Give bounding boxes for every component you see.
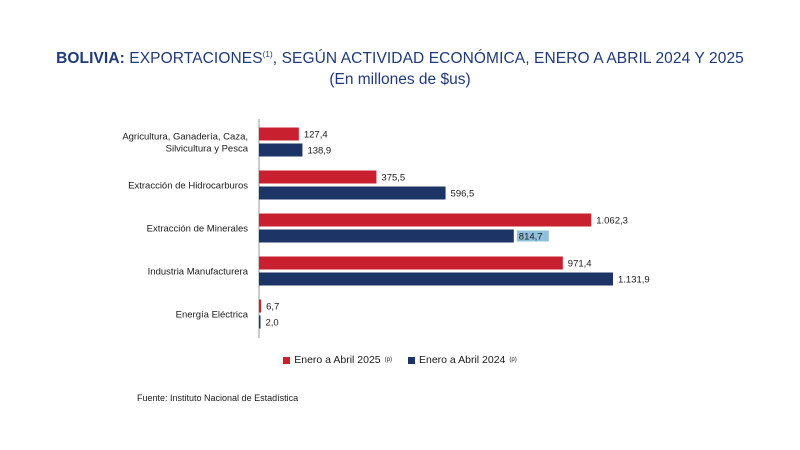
data-label: 138,9	[307, 146, 331, 157]
title-footnote-mark: (1)	[262, 50, 273, 59]
legend-sup-2024: (p)	[509, 357, 517, 363]
category-label: Silvicultura y Pesca	[166, 144, 249, 155]
source-note: Fuente: Instituto Nacional de Estadístic…	[137, 393, 299, 403]
legend-label-2025: Enero a Abril 2025	[294, 354, 381, 366]
category-label: Extracción de Hidrocarburos	[128, 181, 248, 192]
data-label: 127,4	[304, 130, 328, 141]
bar-2025	[259, 127, 299, 141]
bar-2025	[259, 170, 377, 184]
chart-title: BOLIVIA: EXPORTACIONES(1), SEGÚN ACTIVID…	[0, 50, 800, 68]
data-label-highlight	[516, 230, 549, 242]
bar-2024	[259, 186, 446, 200]
bar-2024	[259, 143, 303, 157]
data-label: 2,0	[266, 318, 279, 329]
data-label: 375,5	[381, 173, 405, 184]
category-label: Energía Eléctrica	[176, 310, 249, 321]
chart-title-block: BOLIVIA: EXPORTACIONES(1), SEGÚN ACTIVID…	[0, 50, 800, 89]
bar-2025	[259, 299, 262, 313]
data-label: 6,7	[266, 302, 279, 313]
category-label: Agricultura, Ganadería, Caza,	[122, 132, 248, 143]
data-label: 814,7	[519, 232, 543, 243]
chart-legend: Enero a Abril 2025 (p) Enero a Abril 2024…	[0, 354, 800, 366]
bar-2024	[259, 315, 261, 329]
legend-item-2025: Enero a Abril 2025 (p)	[283, 354, 392, 366]
data-label: 596,5	[451, 189, 475, 200]
legend-label-2024: Enero a Abril 2024	[419, 354, 506, 366]
data-label: 971,4	[568, 259, 592, 270]
legend-swatch-2024	[408, 356, 415, 364]
data-label: 1.062,3	[596, 216, 628, 227]
bar-2024	[259, 229, 514, 243]
category-label: Industria Manufacturera	[148, 267, 249, 278]
legend-sup-2025: (p)	[384, 357, 392, 363]
category-label: Extracción de Minerales	[147, 224, 249, 235]
bar-2024	[259, 272, 613, 286]
legend-item-2024: Enero a Abril 2024 (p)	[408, 354, 517, 366]
bar-2025	[259, 213, 592, 227]
title-country: BOLIVIA:	[56, 50, 125, 68]
legend-swatch-2025	[283, 356, 291, 364]
chart-subtitle: (En millones de $us)	[329, 71, 471, 89]
data-label: 1.131,9	[618, 275, 650, 286]
title-part-a: EXPORTACIONES	[124, 50, 263, 68]
title-part-b: , SEGÚN ACTIVIDAD ECONÓMICA, ENERO A ABR…	[272, 50, 744, 68]
bar-2025	[259, 256, 563, 270]
